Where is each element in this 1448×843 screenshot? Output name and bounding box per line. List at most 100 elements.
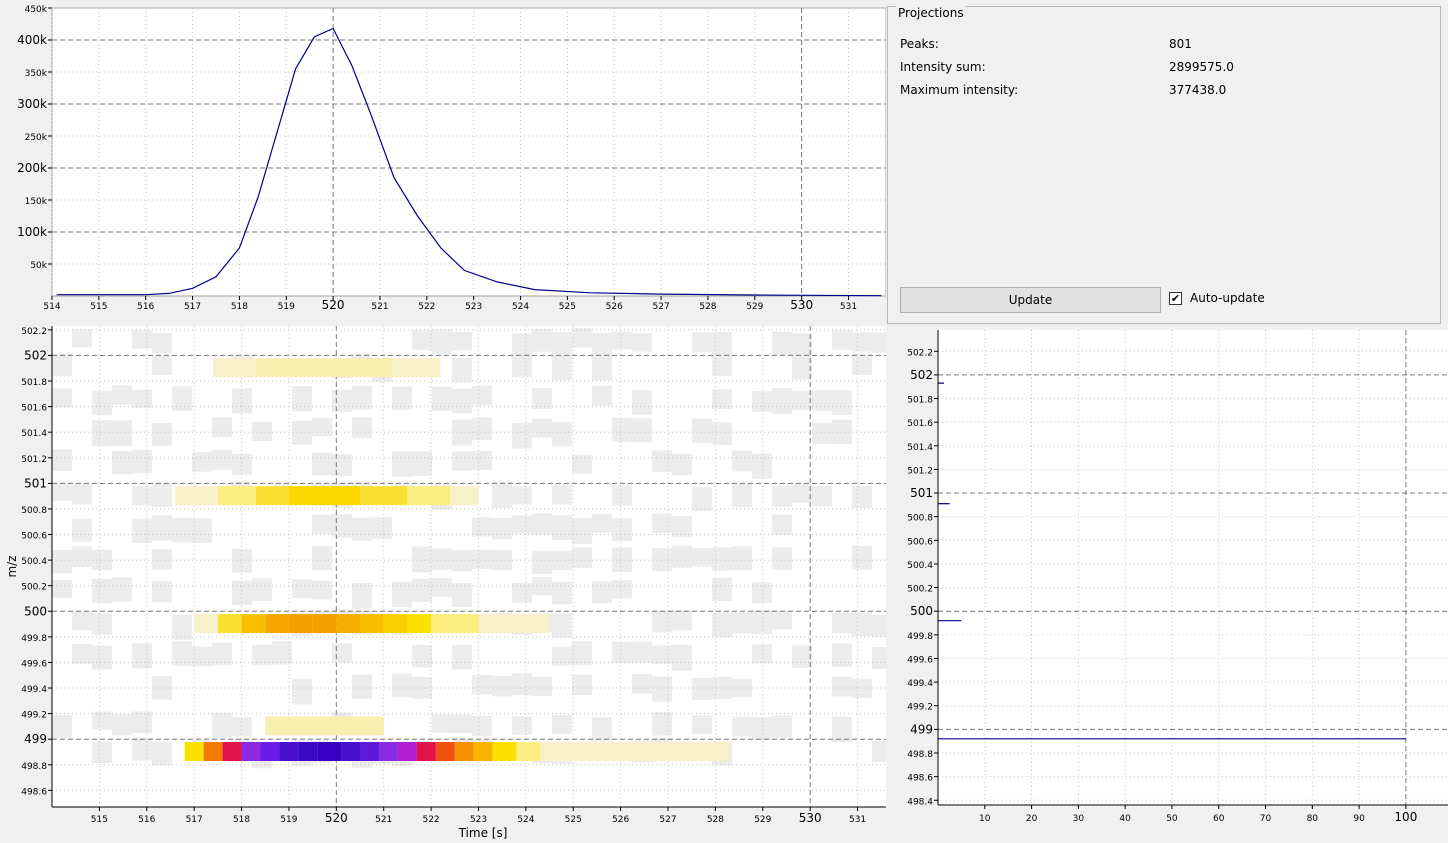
- peak-cell: [317, 741, 342, 761]
- x-tick-label: 518: [231, 302, 248, 312]
- x-tick-label: 10: [979, 814, 991, 824]
- y-tick-label: 498.6: [21, 787, 47, 797]
- x-tick-label: 516: [138, 815, 155, 825]
- peak-cell: [473, 741, 493, 761]
- peak-cell: [265, 716, 384, 736]
- x-tick-label: 525: [565, 815, 582, 825]
- peak-cell: [360, 486, 408, 506]
- x-tick-label: 521: [375, 815, 392, 825]
- x-tick-label: 516: [137, 302, 154, 312]
- y-tick-label: 502.2: [907, 348, 933, 358]
- peak-map-chart[interactable]: 515 516 517 518 519 520 521 522 523 524 525 526 527 5…: [0, 322, 887, 843]
- x-tick-label: 531: [840, 302, 857, 312]
- x-tick-label: 524: [512, 302, 529, 312]
- x-tick-label: 528: [707, 815, 724, 825]
- x-tick-label: 526: [612, 815, 629, 825]
- peak-cell: [255, 358, 394, 378]
- mz-projection-chart[interactable]: 10 20 30 40 50 60 70 80 90 100 498.4 498.6 498.8 499 4…: [887, 327, 1448, 843]
- y-tick-label: 450k: [25, 5, 48, 15]
- x-tick-label: 30: [1073, 814, 1085, 824]
- peaks-label: Peaks:: [900, 37, 939, 51]
- y-axis-label: m/z: [5, 555, 19, 577]
- peak-cell: [288, 614, 313, 634]
- x-tick-label: 525: [559, 302, 576, 312]
- x-tick-label: 524: [517, 815, 534, 825]
- peak-cell: [222, 741, 242, 761]
- y-tick-label: 498.8: [907, 750, 933, 760]
- peak-cell: [478, 614, 550, 634]
- x-tick-label: 531: [849, 815, 866, 825]
- peak-cell: [217, 614, 242, 634]
- x-tick-label: 80: [1307, 814, 1319, 824]
- y-tick-label: 499.6: [21, 659, 47, 669]
- peak-cell: [360, 614, 384, 634]
- peak-cell: [255, 486, 289, 506]
- y-tick-label: 500.2: [21, 583, 47, 593]
- y-tick-label: 499.4: [21, 685, 47, 695]
- y-tick-label: 350k: [25, 69, 48, 79]
- peak-cell: [175, 486, 218, 506]
- peaks-value: 801: [1169, 37, 1192, 51]
- peak-cell: [360, 741, 379, 761]
- peak-cell: [407, 486, 451, 506]
- x-tick-label: 517: [184, 302, 201, 312]
- x-tick-label: 529: [754, 815, 771, 825]
- y-tick-label: 502: [24, 348, 47, 362]
- auto-update-toggle[interactable]: ✔ Auto-update: [1169, 291, 1265, 305]
- y-tick-label: 100k: [17, 225, 47, 239]
- peak-cell: [279, 741, 299, 761]
- y-tick-label: 500: [910, 604, 933, 618]
- y-tick-label: 501.2: [907, 466, 933, 476]
- y-tick-label: 498.4: [907, 797, 933, 807]
- x-axis-label: Time [s]: [458, 826, 508, 840]
- x-tick-label: 520: [322, 298, 345, 312]
- y-tick-label: 501.2: [21, 455, 47, 465]
- x-tick-label: 518: [233, 815, 250, 825]
- x-tick-label: 50: [1166, 814, 1178, 824]
- x-tick-label: 40: [1119, 814, 1131, 824]
- y-tick-label: 500.4: [907, 561, 933, 571]
- y-tick-label: 300k: [17, 97, 47, 111]
- peak-cell: [260, 741, 280, 761]
- time-projection-line: [56, 27, 882, 297]
- peak-cell: [450, 486, 479, 506]
- y-tick-label: 200k: [17, 161, 47, 175]
- y-tick-label: 501.6: [907, 419, 933, 429]
- x-tick-label: 523: [470, 815, 487, 825]
- peak-cell: [341, 741, 361, 761]
- plot-area: [938, 330, 1448, 805]
- y-tick-label: 499.8: [907, 632, 933, 642]
- y-tick-label: 499: [910, 722, 933, 736]
- x-tick-label: 517: [186, 815, 203, 825]
- intensity-sum-label: Intensity sum:: [900, 60, 986, 74]
- peak-cell: [435, 741, 455, 761]
- y-tick-label: 498.8: [21, 762, 47, 772]
- y-tick-label: 500: [24, 604, 47, 618]
- y-tick-label: 502: [910, 368, 933, 382]
- plot-area: [51, 7, 886, 297]
- peak-cell: [336, 614, 361, 634]
- x-tick-label: 527: [653, 302, 670, 312]
- y-tick-label: 499.6: [907, 655, 933, 665]
- update-button[interactable]: Update: [900, 287, 1161, 313]
- y-tick-label: 500.6: [907, 537, 933, 547]
- x-tick-label: 530: [790, 298, 813, 312]
- y-tick-label: 501.4: [21, 429, 47, 439]
- y-tick-label: 150k: [25, 197, 48, 207]
- y-tick-label: 498.6: [907, 774, 933, 784]
- peak-cell: [213, 358, 256, 378]
- x-tick-label: 527: [659, 815, 676, 825]
- x-tick-label: 521: [371, 302, 388, 312]
- peak-cell: [203, 741, 223, 761]
- auto-update-checkbox[interactable]: ✔: [1169, 291, 1182, 305]
- time-projection-chart[interactable]: 514 515 516 517 518 519 520 521 522 523 524 525 526 5…: [0, 0, 886, 322]
- x-tick-label: 90: [1353, 814, 1365, 824]
- y-tick-label: 250k: [25, 133, 48, 143]
- x-tick-label: 526: [606, 302, 623, 312]
- x-tick-label: 530: [799, 811, 822, 825]
- x-tick-label: 100: [1394, 810, 1417, 824]
- x-tick-label: 20: [1026, 814, 1038, 824]
- peak-cell: [393, 358, 441, 378]
- peak-cell: [540, 741, 730, 761]
- y-tick-label: 501.6: [21, 404, 47, 414]
